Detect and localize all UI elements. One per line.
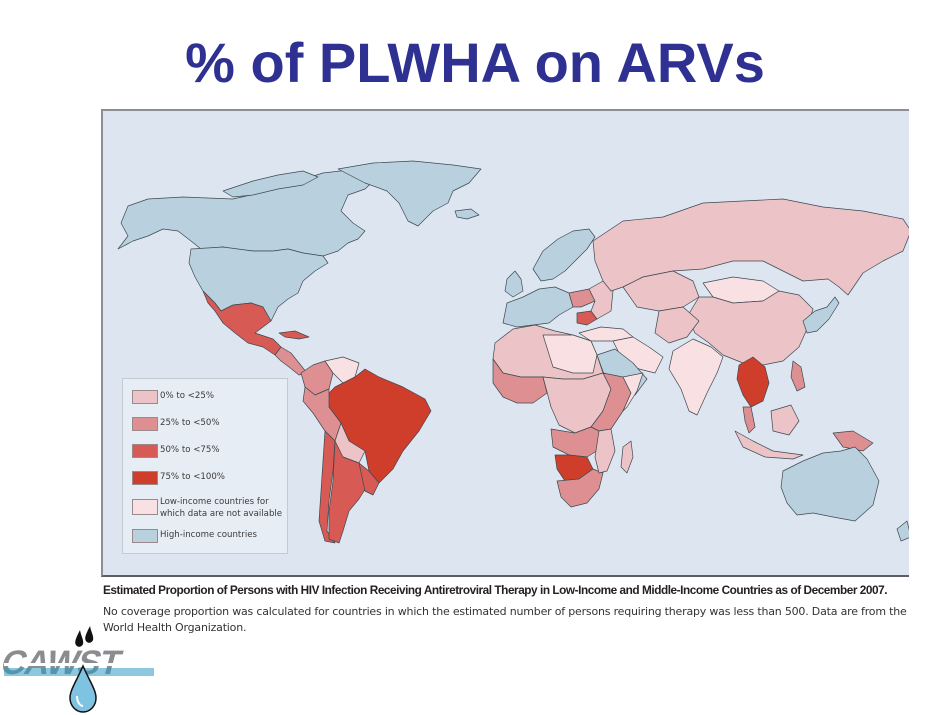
region-libya-egypt [542,334,598,374]
legend-label: Low-income countries for which data are … [160,497,283,519]
legend-item-high-income: High-income countries [132,529,288,543]
legend-label: 50% to <75% [160,445,220,455]
region-mexico [202,290,282,356]
legend-swatch [132,471,158,485]
legend-item-no-data: Low-income countries for which data are … [132,496,288,520]
region-japan-korea [802,296,840,334]
world-map: 0% to <25% 25% to <50% 50% to <75% 75% t… [101,109,909,577]
region-new-zealand [896,520,909,542]
region-horn-of-africa [622,372,644,412]
legend-swatch [132,529,158,543]
region-malaysia [742,406,756,434]
region-scandinavia [532,228,596,282]
legend-swatch [132,390,158,404]
region-paraguay-uruguay [358,462,380,496]
legend-label: 75% to <100% [160,472,225,482]
slide-title: % of PLWHA on ARVs [185,31,765,94]
region-south-africa [556,468,604,508]
region-papua-new-guinea [832,430,874,452]
region-greenland [337,160,482,227]
water-drop-logo-icon: CAWST [0,626,160,713]
region-borneo [770,404,800,436]
region-cuba [278,330,310,340]
region-china [686,290,814,366]
legend-swatch [132,499,158,515]
legend-swatch [132,444,158,458]
region-mozambique [594,428,616,474]
legend-label: 0% to <25% [160,391,215,401]
map-legend: 0% to <25% 25% to <50% 50% to <75% 75% t… [122,378,288,554]
region-canada [117,168,379,257]
region-romania [576,310,598,326]
world-map-graphic [117,160,909,544]
region-india [668,338,724,416]
figure-caption-title: Estimated Proportion of Persons with HIV… [103,583,888,597]
legend-item-50-75: 50% to <75% [132,444,288,458]
legend-swatch [132,417,158,431]
region-philippines [790,360,806,392]
region-central-asia [654,306,700,344]
region-uk [504,270,524,298]
legend-item-75-100: 75% to <100% [132,471,288,485]
region-madagascar [620,440,634,474]
legend-item-0-25: 0% to <25% [132,390,288,404]
legend-label: High-income countries [160,530,257,540]
region-southeast-asia-mainland [736,356,770,408]
region-arctic-islands [222,170,319,198]
region-indonesia [734,430,804,460]
region-iceland [454,208,480,220]
region-western-europe [502,286,574,328]
legend-item-25-50: 25% to <50% [132,417,288,431]
region-australia [780,446,880,522]
region-poland [568,288,596,308]
cawst-logo: CAWST [0,626,160,714]
legend-label: 25% to <50% [160,418,220,428]
figure-caption-body: No coverage proportion was calculated fo… [103,605,907,634]
region-central-america [274,346,308,376]
region-west-africa [492,358,548,404]
